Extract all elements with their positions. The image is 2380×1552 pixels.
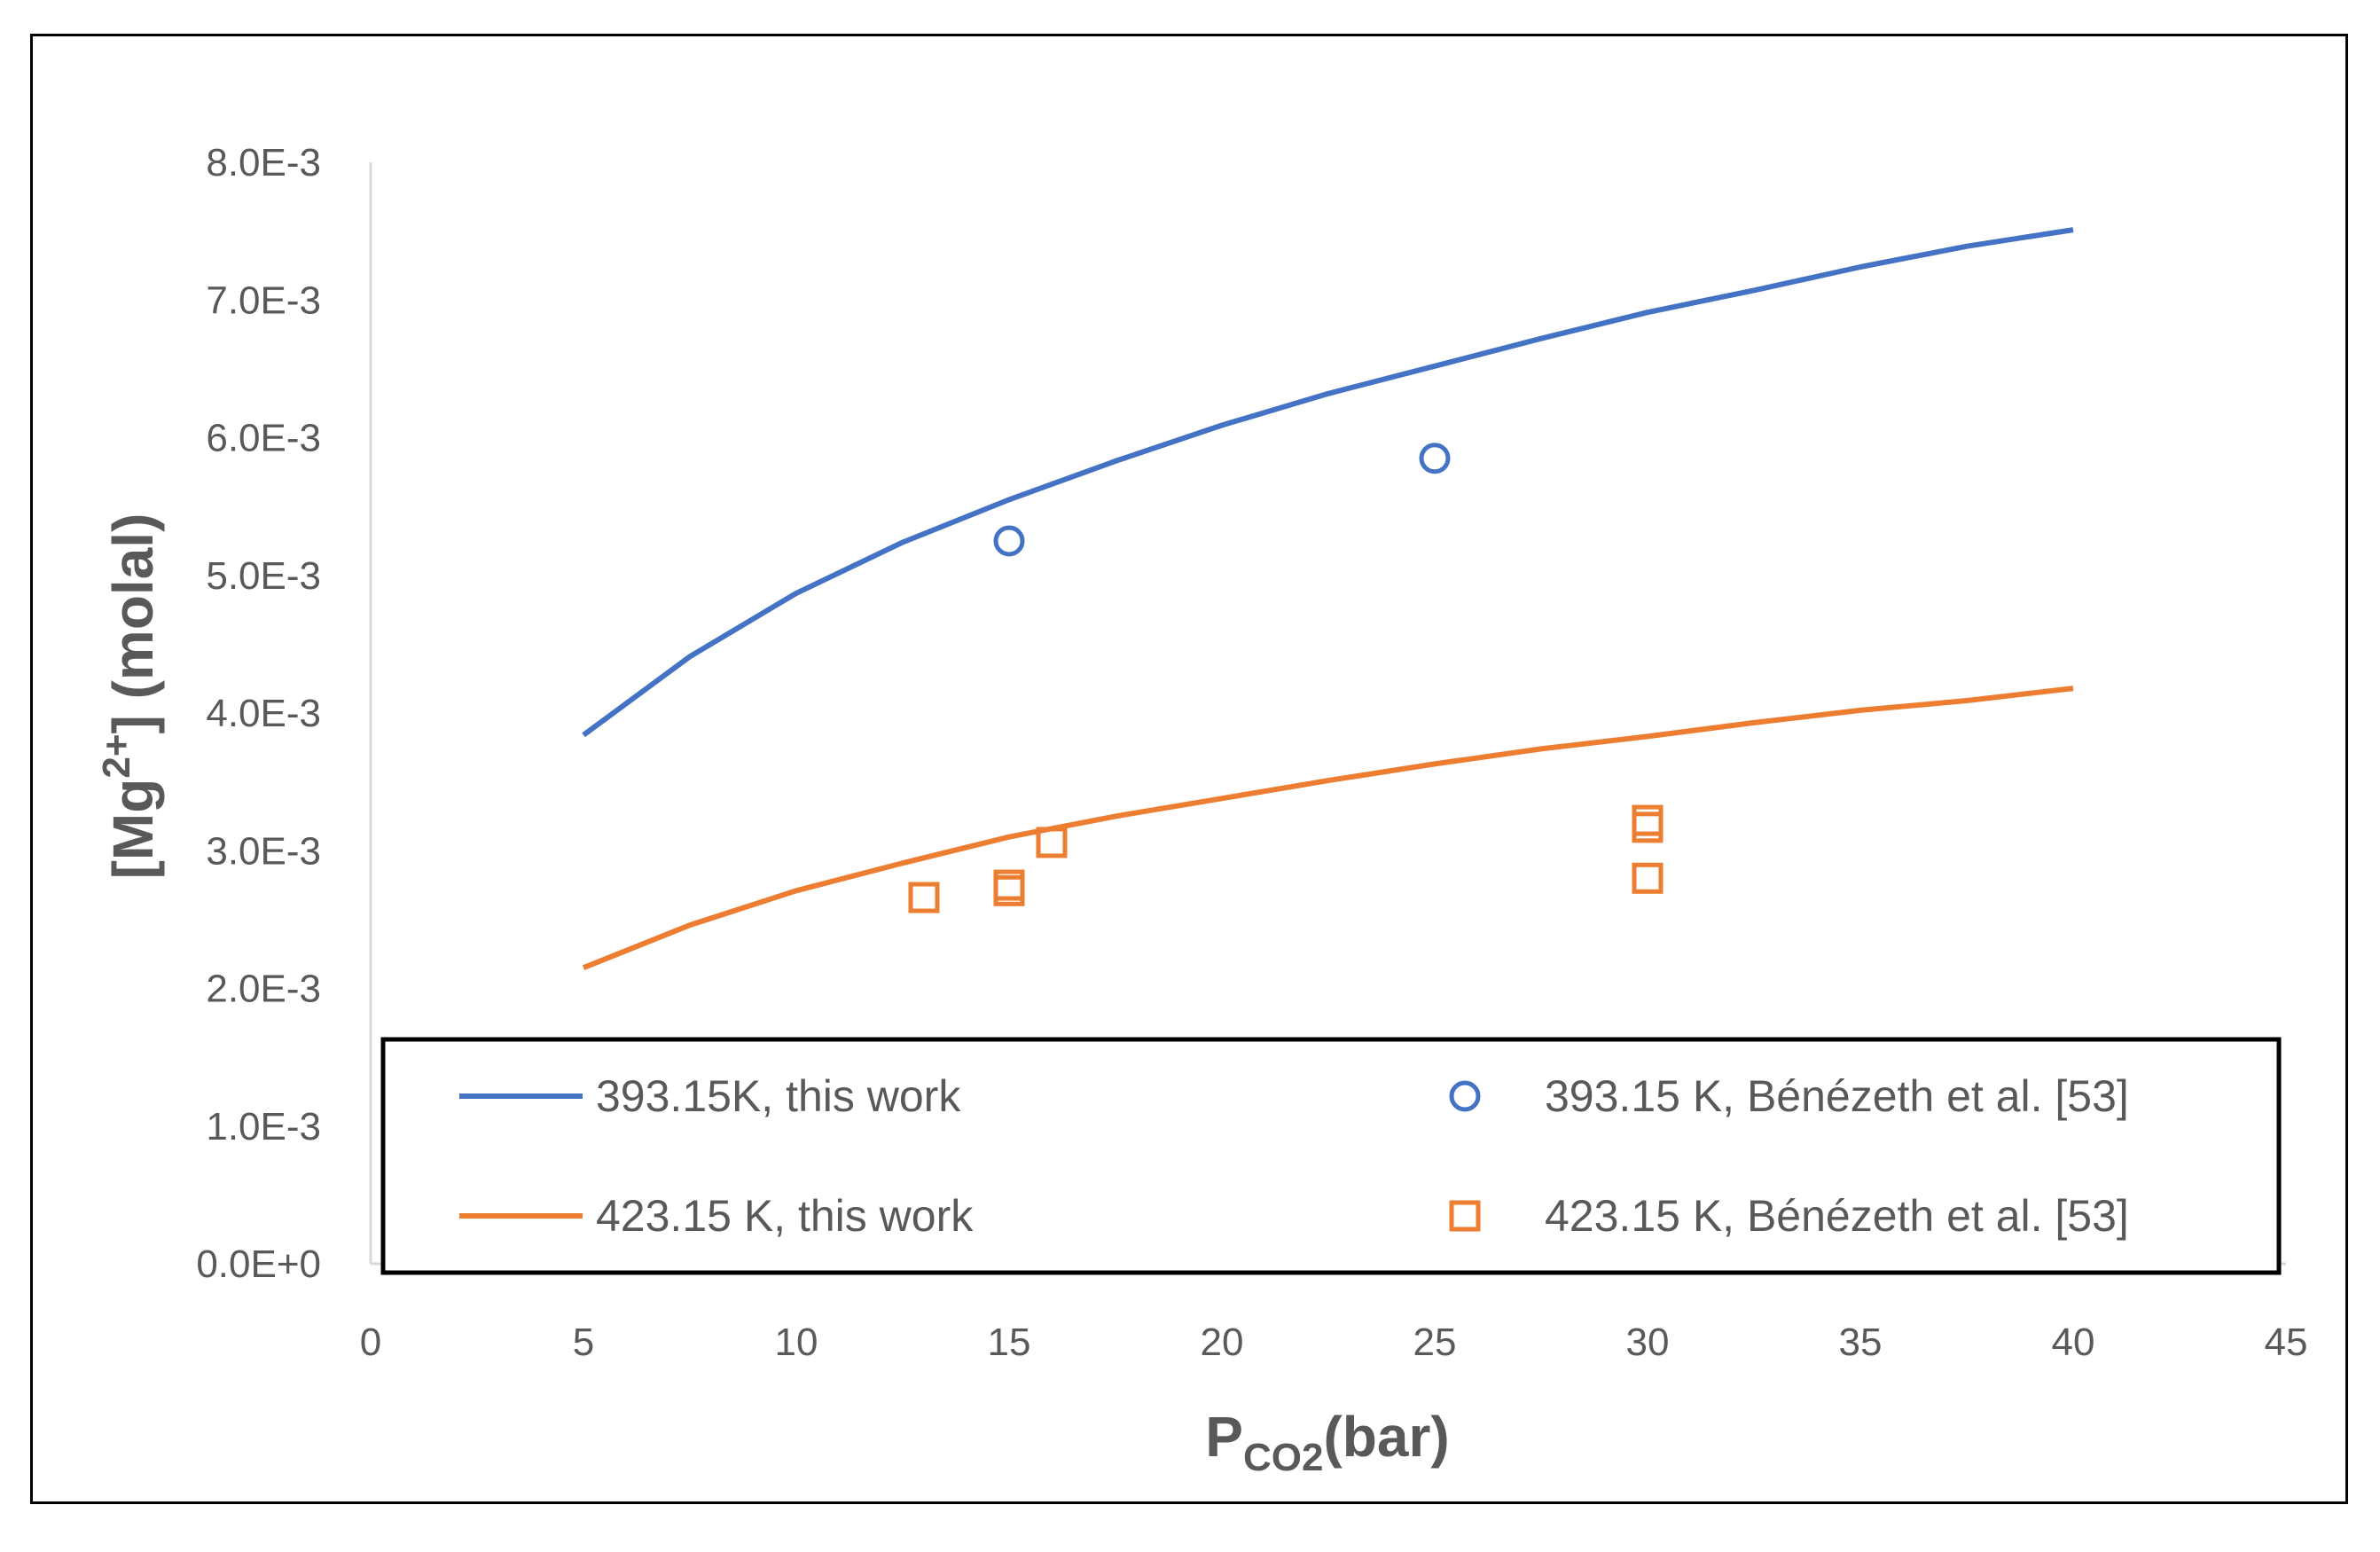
legend-marker-423-benezeth bbox=[1449, 1200, 1481, 1232]
legend-label-423-benezeth: 423.15 K, Bénézeth et al. [53] bbox=[1545, 1191, 2129, 1241]
x-tick-label: 25 bbox=[1413, 1321, 1457, 1364]
x-axis-title-main: P bbox=[1205, 1405, 1243, 1469]
x-tick-label: 5 bbox=[573, 1321, 594, 1364]
x-axis-title: PCO2(bar) bbox=[1205, 1405, 1449, 1479]
y-tick-label: 0.0E+0 bbox=[196, 1242, 321, 1286]
x-tick-label: 35 bbox=[1839, 1321, 1883, 1364]
y-axis-title-sup: 2+ bbox=[95, 733, 138, 778]
legend-box bbox=[380, 1037, 2282, 1275]
series-line-0 bbox=[582, 227, 2074, 738]
data-point-circle bbox=[993, 525, 1025, 557]
data-point-square bbox=[1632, 862, 1664, 894]
x-tick-labels: 0 5 10 15 20 25 30 35 40 45 bbox=[360, 1321, 2308, 1364]
data-point-square bbox=[1632, 811, 1664, 843]
x-tick-label: 45 bbox=[2265, 1321, 2308, 1364]
y-axis-title-pre: [Mg bbox=[101, 779, 165, 880]
y-tick-label: 3.0E-3 bbox=[206, 829, 321, 873]
y-tick-label: 6.0E-3 bbox=[206, 417, 321, 460]
data-point-square bbox=[993, 869, 1025, 901]
y-tick-label: 2.0E-3 bbox=[206, 968, 321, 1011]
x-tick-label: 15 bbox=[988, 1321, 1031, 1364]
data-point-square bbox=[1036, 827, 1068, 858]
legend-label-393-this-work: 393.15K, this work bbox=[596, 1071, 961, 1121]
series-layer bbox=[582, 227, 2074, 970]
y-tick-label: 8.0E-3 bbox=[206, 141, 321, 184]
x-axis-title-rest: (bar) bbox=[1323, 1405, 1449, 1469]
series-line-1 bbox=[582, 686, 2074, 970]
y-tick-label: 4.0E-3 bbox=[206, 692, 321, 735]
x-tick-label: 0 bbox=[360, 1321, 381, 1364]
y-axis-title: [Mg2+] (molal) bbox=[95, 513, 165, 880]
legend-label-393-benezeth: 393.15 K, Bénézeth et al. [53] bbox=[1545, 1071, 2129, 1121]
data-point-circle bbox=[1419, 443, 1451, 474]
y-tick-labels: 0.0E+0 1.0E-3 2.0E-3 3.0E-3 4.0E-3 5.0E-3 6.0E… bbox=[196, 141, 321, 1286]
x-tick-label: 20 bbox=[1201, 1321, 1244, 1364]
data-point-square bbox=[908, 882, 940, 913]
y-tick-label: 7.0E-3 bbox=[206, 278, 321, 322]
x-tick-label: 10 bbox=[775, 1321, 818, 1364]
y-axis-title-post: ] (molal) bbox=[101, 513, 165, 734]
y-tick-label: 1.0E-3 bbox=[206, 1105, 321, 1148]
legend-marker-393-benezeth bbox=[1449, 1080, 1481, 1112]
legend: 393.15K, this work 423.15 K, this work 3… bbox=[380, 1037, 2282, 1275]
x-tick-label: 40 bbox=[2052, 1321, 2095, 1364]
y-tick-label: 5.0E-3 bbox=[206, 554, 321, 598]
x-axis-title-sub: CO2 bbox=[1243, 1436, 1323, 1479]
x-tick-label: 30 bbox=[1626, 1321, 1670, 1364]
data-point-square bbox=[1632, 804, 1664, 836]
legend-label-423-this-work: 423.15 K, this work bbox=[596, 1191, 974, 1241]
